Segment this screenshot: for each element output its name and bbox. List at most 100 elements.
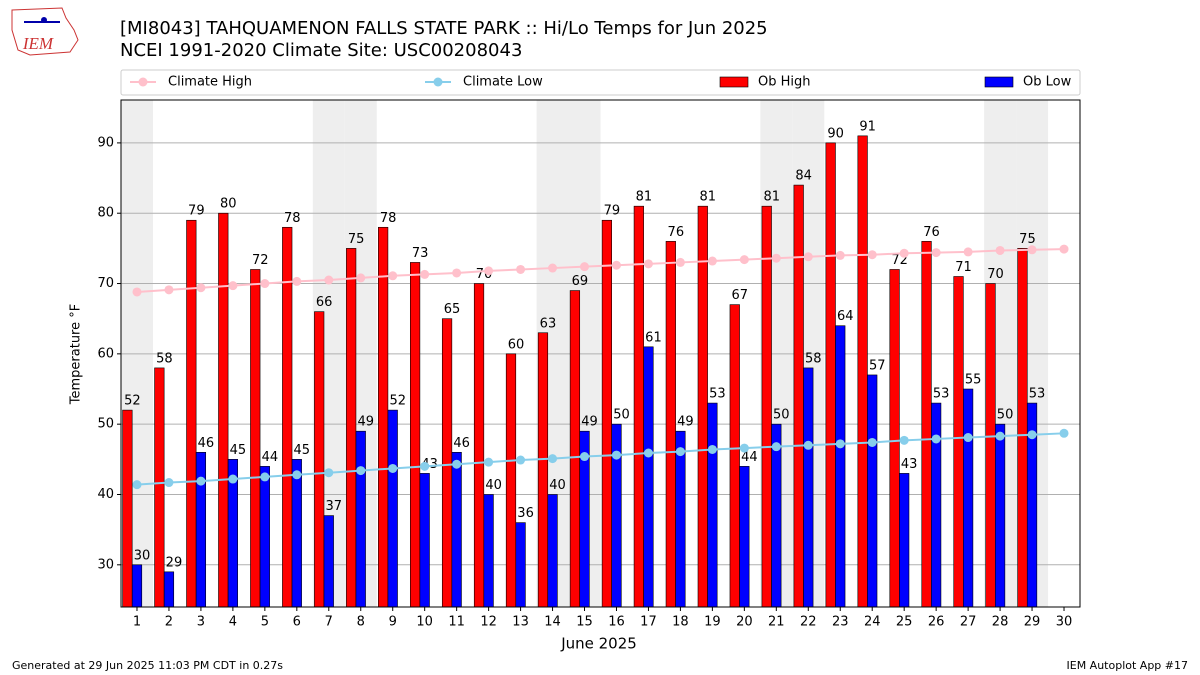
data-label: 52 bbox=[389, 394, 406, 409]
chart-subtitle: NCEI 1991-2020 Climate Site: USC00208043 bbox=[120, 40, 522, 61]
bar bbox=[994, 423, 1006, 608]
line-marker bbox=[611, 260, 621, 270]
bar bbox=[665, 241, 676, 608]
x-tick-label: 18 bbox=[672, 615, 689, 630]
data-label: 53 bbox=[709, 387, 726, 402]
bar bbox=[218, 212, 229, 608]
line-marker bbox=[548, 454, 558, 464]
data-label: 43 bbox=[901, 457, 918, 472]
line-marker bbox=[899, 435, 909, 445]
line-marker bbox=[580, 262, 590, 272]
x-tick-label: 9 bbox=[389, 615, 397, 630]
bar bbox=[953, 276, 964, 608]
data-label: 79 bbox=[604, 204, 621, 219]
bar bbox=[547, 494, 558, 608]
data-label: 64 bbox=[837, 309, 854, 324]
bar bbox=[473, 283, 485, 608]
legend-label: Climate High bbox=[168, 75, 252, 90]
line-marker bbox=[260, 279, 270, 289]
line-marker bbox=[196, 283, 206, 293]
line-marker bbox=[228, 474, 238, 484]
bar bbox=[282, 226, 293, 608]
x-tick-label: 6 bbox=[293, 615, 301, 630]
bar bbox=[889, 269, 900, 608]
bar bbox=[633, 205, 644, 608]
x-tick-label: 7 bbox=[325, 615, 333, 630]
data-label: 50 bbox=[773, 408, 790, 423]
line-marker bbox=[292, 276, 302, 286]
data-label: 63 bbox=[540, 316, 557, 331]
bar bbox=[569, 290, 581, 608]
logo-text: IEM bbox=[22, 34, 54, 53]
data-label: 67 bbox=[731, 288, 748, 303]
line-marker bbox=[132, 480, 142, 490]
line-marker bbox=[963, 247, 973, 257]
x-tick-label: 14 bbox=[544, 615, 561, 630]
data-label: 53 bbox=[933, 387, 950, 402]
y-tick-label: 30 bbox=[97, 557, 114, 572]
y-tick-label: 80 bbox=[97, 206, 114, 221]
line-marker bbox=[995, 245, 1005, 255]
x-tick-label: 19 bbox=[704, 615, 721, 630]
x-tick-label: 4 bbox=[229, 615, 237, 630]
bar bbox=[441, 318, 453, 608]
line-marker bbox=[899, 248, 909, 258]
data-label: 49 bbox=[581, 415, 598, 430]
line-marker bbox=[835, 250, 845, 260]
logo-dot bbox=[41, 17, 47, 23]
data-label: 40 bbox=[549, 478, 566, 493]
x-tick-label: 8 bbox=[357, 615, 365, 630]
data-label: 58 bbox=[805, 351, 822, 366]
data-label: 71 bbox=[955, 260, 972, 275]
legend-label: Ob Low bbox=[1023, 75, 1072, 90]
bar bbox=[707, 402, 718, 608]
data-label: 61 bbox=[645, 330, 662, 345]
line-marker bbox=[771, 253, 781, 263]
bar bbox=[675, 430, 686, 608]
line-marker bbox=[132, 287, 142, 297]
data-label: 53 bbox=[1029, 387, 1046, 402]
data-label: 30 bbox=[134, 548, 151, 563]
data-label: 50 bbox=[997, 408, 1014, 423]
bar bbox=[419, 473, 430, 608]
line-marker bbox=[292, 470, 302, 480]
line-marker bbox=[164, 478, 174, 488]
data-label: 45 bbox=[294, 443, 311, 458]
data-label: 80 bbox=[220, 197, 237, 212]
bar bbox=[314, 311, 325, 608]
line-marker bbox=[1059, 428, 1069, 438]
data-label: 36 bbox=[517, 506, 534, 521]
legend-marker bbox=[138, 77, 148, 87]
data-label: 90 bbox=[827, 126, 844, 141]
bar bbox=[931, 402, 942, 608]
line-marker bbox=[452, 459, 462, 469]
x-tick-label: 26 bbox=[928, 615, 945, 630]
line-marker bbox=[516, 264, 526, 274]
bar bbox=[259, 466, 270, 608]
data-label: 45 bbox=[230, 443, 247, 458]
data-label: 37 bbox=[326, 499, 343, 514]
line-marker bbox=[707, 256, 717, 266]
x-tick-label: 28 bbox=[992, 615, 1009, 630]
x-axis-label: June 2025 bbox=[560, 635, 637, 653]
x-tick-label: 3 bbox=[197, 615, 205, 630]
line-marker bbox=[260, 472, 270, 482]
line-marker bbox=[707, 444, 717, 454]
legend-swatch bbox=[984, 76, 1014, 88]
line-marker bbox=[580, 452, 590, 462]
line-marker bbox=[771, 442, 781, 452]
x-tick-label: 27 bbox=[960, 615, 977, 630]
line-marker bbox=[931, 248, 941, 258]
data-label: 46 bbox=[453, 436, 470, 451]
bar bbox=[739, 466, 750, 608]
data-label: 65 bbox=[444, 302, 461, 317]
chart-title: [MI8043] TAHQUAMENON FALLS STATE PARK ::… bbox=[120, 18, 768, 39]
bar bbox=[122, 409, 133, 608]
bar bbox=[803, 367, 814, 608]
bar bbox=[154, 367, 165, 608]
x-tick-label: 30 bbox=[1056, 615, 1073, 630]
plot-frame bbox=[120, 99, 1081, 608]
line-marker bbox=[963, 433, 973, 443]
data-label: 29 bbox=[166, 555, 183, 570]
